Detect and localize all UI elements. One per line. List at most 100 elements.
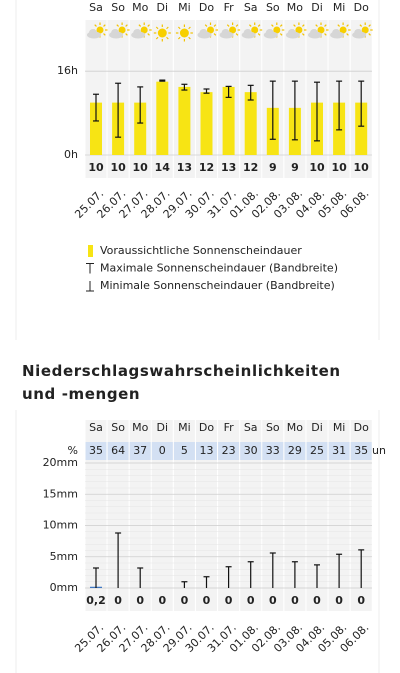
value-label: 0: [313, 594, 321, 607]
sun: [273, 26, 281, 34]
error-bar: [159, 79, 166, 82]
probability: 35: [354, 444, 368, 457]
sun-ray: [103, 24, 106, 27]
probability: 23: [222, 444, 236, 457]
value-label: 10: [309, 161, 325, 174]
error-bar: [181, 83, 188, 91]
weekday: Mi: [333, 1, 346, 14]
y-tick-label: 0h: [64, 148, 78, 161]
value-label: 0: [269, 594, 277, 607]
sun-ray: [166, 26, 169, 30]
error-bar: [358, 549, 365, 588]
weather-icon: [197, 22, 218, 39]
weekday: Di: [311, 421, 323, 434]
sun: [179, 28, 189, 38]
error-bar: [93, 567, 99, 588]
bar: [178, 86, 191, 155]
cloud: [332, 29, 341, 37]
weekday: Do: [354, 421, 369, 434]
value-label: 0: [203, 594, 211, 607]
sun-ray: [138, 24, 142, 27]
cloud: [133, 29, 142, 37]
sun-ray: [204, 24, 208, 27]
value-label: 0: [136, 594, 144, 607]
error-bar: [314, 81, 320, 142]
probability-box: [218, 442, 240, 460]
bar: [222, 86, 235, 155]
sun-ray: [103, 33, 106, 36]
section-heading: Niederschlagswahrscheinlichkeiten und -m…: [22, 362, 341, 403]
probability-box: [350, 442, 372, 460]
weekday: Do: [354, 1, 369, 14]
error-bar: [291, 561, 298, 588]
cloud: [243, 29, 252, 37]
weekday: Mo: [287, 421, 303, 434]
cloud: [265, 29, 274, 37]
probability-box: [262, 442, 284, 460]
sun-ray: [271, 24, 274, 27]
weather-icon: [352, 22, 373, 39]
probability: 33: [266, 444, 280, 457]
legend-swatch: [88, 245, 93, 257]
weekday: Di: [157, 421, 169, 434]
legend-label: Voraussichtliche Sonnenscheindauer: [100, 244, 302, 257]
sun-ray: [213, 33, 217, 36]
sun-ray: [116, 24, 119, 27]
sun-ray: [188, 26, 191, 30]
probability: 31: [332, 444, 346, 457]
sun-ray: [177, 36, 181, 40]
weekday: So: [266, 421, 280, 434]
probability-label: %: [68, 444, 78, 457]
error-bar: [358, 80, 365, 127]
error-bar: [247, 561, 254, 588]
sun-ray: [346, 24, 349, 27]
sun-ray: [257, 24, 261, 27]
value-label: 12: [243, 161, 258, 174]
weekday: So: [111, 421, 125, 434]
sun-ray: [368, 24, 371, 27]
value-label: 0: [357, 594, 365, 607]
weekday: Mi: [178, 421, 191, 434]
error-bar: [203, 88, 210, 94]
bar: [134, 102, 147, 155]
weekday: Sa: [89, 1, 103, 14]
probability-box: [173, 442, 195, 460]
value-label: 10: [110, 161, 126, 174]
error-bar: [336, 80, 343, 131]
probability-box: [284, 442, 306, 460]
sun-ray: [346, 33, 349, 36]
weather-icon: [285, 22, 307, 39]
sun: [317, 26, 325, 34]
weather-icon: [241, 22, 263, 39]
value-label: 0: [158, 594, 166, 607]
error-bar: [291, 80, 298, 141]
sun-ray: [226, 24, 230, 27]
probability-box: [129, 442, 151, 460]
sun: [207, 26, 214, 34]
sun-ray: [125, 33, 128, 36]
error-bar: [137, 86, 144, 124]
value-label: 0,2: [86, 594, 106, 607]
value-label: 0: [335, 594, 343, 607]
weekday: Di: [157, 1, 169, 14]
error-bar: [225, 85, 232, 98]
probability: 25: [310, 444, 324, 457]
sun-ray: [213, 24, 217, 27]
value-label: 10: [354, 161, 370, 174]
value-label: 13: [177, 161, 192, 174]
weekday: Sa: [244, 421, 258, 434]
probability: 37: [133, 444, 147, 457]
sun-ray: [94, 24, 97, 27]
error-bar: [115, 82, 122, 138]
sun-ray: [147, 33, 150, 36]
legend-label: Maximale Sonnenscheindauer (Bandbreite): [100, 262, 338, 275]
weekday: Fr: [224, 421, 235, 434]
sun-ray: [368, 33, 371, 36]
probability-box: [240, 442, 262, 460]
legend-label: Minimale Sonnenscheindauer (Bandbreite): [100, 279, 335, 292]
value-label: 0: [114, 594, 122, 607]
weekday: Sa: [244, 1, 258, 14]
value-label: 12: [199, 161, 214, 174]
